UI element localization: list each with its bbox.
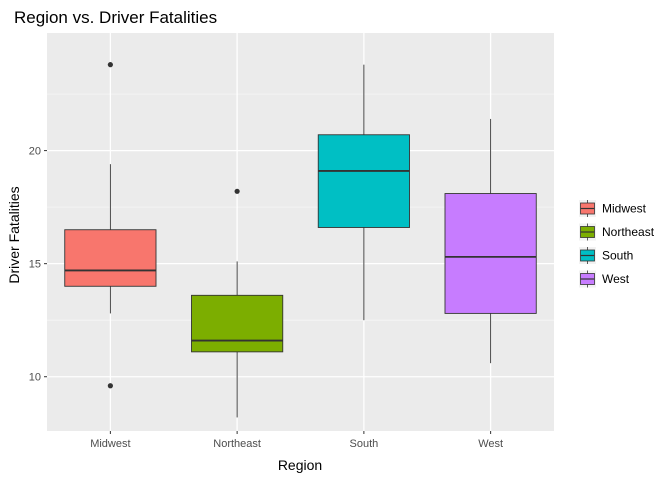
x-tick-label: Northeast (213, 438, 261, 450)
y-tick-label: 20 (29, 146, 41, 158)
x-tick-label: West (478, 438, 503, 450)
outlier-point (107, 62, 113, 68)
box-body (191, 294, 284, 353)
y-tick-label: 10 (29, 372, 41, 384)
box-west (444, 118, 537, 364)
legend-item-northeast: Northeast (579, 223, 655, 241)
box-body (64, 229, 157, 287)
legend-item-south: South (579, 247, 633, 264)
legend-label: Northeast (602, 225, 655, 239)
x-tick-label: South (350, 438, 379, 450)
chart-title: Region vs. Driver Fatalities (14, 8, 217, 27)
legend-label: South (602, 249, 633, 263)
box-body (317, 134, 410, 228)
legend: Midwest Northeast South West (579, 200, 655, 288)
box-midwest (64, 62, 157, 389)
legend-label: Midwest (602, 202, 647, 216)
legend-item-midwest: Midwest (579, 200, 647, 217)
boxes (64, 62, 537, 418)
legend-label: West (602, 272, 630, 286)
outlier-point (107, 383, 113, 389)
y-axis-title: Driver Fatalities (6, 186, 22, 283)
outlier-point (234, 188, 240, 194)
box-northeast (191, 188, 284, 418)
legend-item-west: West (579, 270, 630, 288)
x-axis-title: Region (278, 457, 322, 473)
y-axis: 10 15 20 (29, 146, 47, 384)
box-south (317, 64, 410, 321)
x-axis: Midwest Northeast South West (90, 431, 503, 450)
y-tick-label: 15 (29, 259, 41, 271)
x-tick-label: Midwest (90, 438, 130, 450)
box-body (444, 193, 537, 314)
